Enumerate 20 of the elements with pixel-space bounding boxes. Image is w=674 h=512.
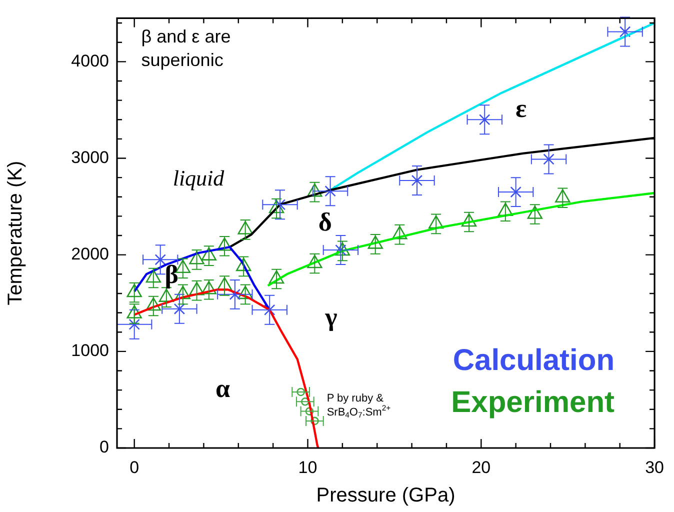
annotation: β and ε are superionic	[141, 26, 231, 70]
x-axis-title: Pressure (GPa)	[316, 484, 456, 507]
x-tick-label: 20	[472, 458, 491, 477]
annotation: γ	[324, 302, 338, 332]
annotation: α	[216, 374, 231, 404]
x-tick-label: 10	[298, 458, 318, 477]
y-tick-label: 2000	[71, 244, 109, 264]
annotation: ε	[515, 94, 527, 124]
text: Experiment	[451, 386, 615, 419]
y-tick-label: 3000	[71, 148, 109, 167]
annotation: δ	[318, 207, 332, 236]
annotation: liquid	[172, 166, 226, 191]
x-tick-label: 0	[130, 458, 140, 477]
y-tick-label: 0	[100, 438, 109, 457]
annotation: β	[164, 260, 178, 289]
y-axis-title: Temperature (K)	[4, 160, 27, 306]
text: Calculation	[452, 344, 615, 377]
y-tick-label: 1000	[71, 341, 109, 360]
x-tick-label: 30	[645, 458, 664, 477]
y-tick-label: 4000	[71, 51, 109, 70]
